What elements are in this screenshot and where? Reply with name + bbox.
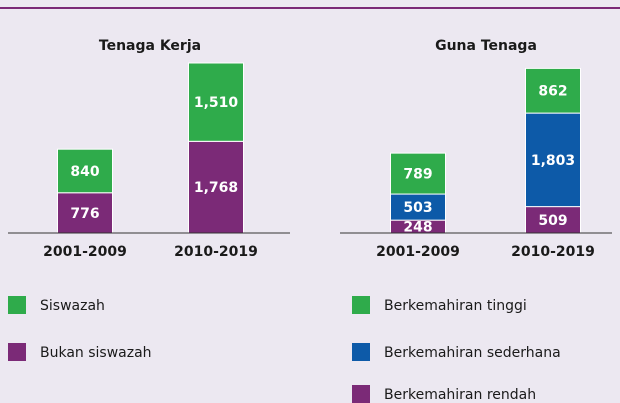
legend-label: Berkemahiran sederhana (384, 345, 561, 361)
x-tick-label: 2010-2019 (511, 244, 595, 260)
bar-segment (525, 112, 581, 208)
x-tick-label: 2001-2009 (376, 244, 460, 260)
x-tick-label: 2010-2019 (174, 244, 258, 260)
value-label: 776 (70, 206, 99, 222)
legend-swatch (352, 296, 370, 314)
value-label: 1,803 (531, 153, 575, 169)
value-label: 509 (538, 213, 567, 229)
bar-segment (188, 62, 244, 142)
value-label: 789 (403, 167, 432, 183)
legend-swatch (8, 343, 26, 361)
bar-segment (390, 152, 446, 195)
legend-label: Berkemahiran tinggi (384, 298, 527, 314)
bar-segment (525, 67, 581, 114)
bar-segment (57, 192, 113, 234)
bar-segment (188, 140, 244, 234)
value-label: 503 (403, 200, 432, 216)
bar-segment (390, 193, 446, 221)
value-label: 840 (70, 164, 99, 180)
legend-label: Siswazah (40, 298, 105, 314)
bar-segment (57, 148, 113, 194)
legend-swatch (352, 385, 370, 403)
legend-label: Bukan siswazah (40, 345, 152, 361)
value-label: 1,768 (194, 180, 238, 196)
chart-title: Guna Tenaga (435, 38, 537, 54)
legend-swatch (352, 343, 370, 361)
value-label: 248 (403, 220, 432, 236)
legend-swatch (8, 296, 26, 314)
legend-label: Berkemahiran rendah (384, 387, 536, 403)
value-label: 862 (538, 84, 567, 100)
value-label: 1,510 (194, 95, 239, 111)
bar-segment (525, 206, 581, 234)
x-tick-label: 2001-2009 (43, 244, 127, 260)
chart-title: Tenaga Kerja (99, 38, 201, 54)
